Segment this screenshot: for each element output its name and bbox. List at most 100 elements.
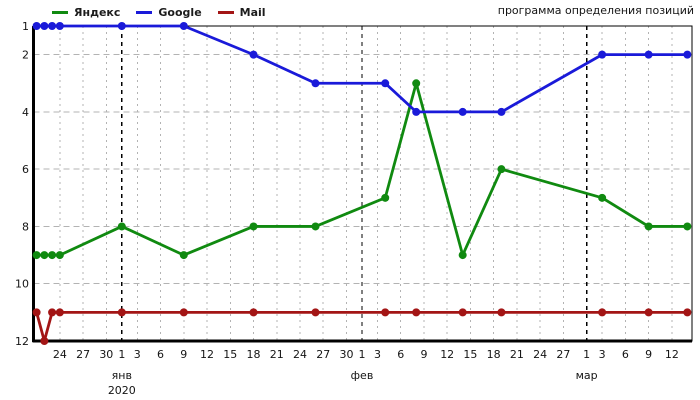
- x-tick-label: 9: [180, 348, 187, 361]
- data-point-yandex: [458, 251, 467, 260]
- legend-swatch-google: [136, 11, 153, 14]
- x-gridlines: [59, 26, 673, 341]
- data-point-yandex: [48, 251, 57, 260]
- data-point-google: [311, 79, 320, 88]
- data-point-google: [412, 107, 421, 116]
- data-point-google: [40, 22, 49, 30]
- data-point-mail: [683, 308, 692, 317]
- data-point-yandex: [32, 251, 41, 260]
- legend-item-mail[interactable]: Mail: [217, 6, 266, 19]
- data-point-google: [683, 50, 692, 59]
- x-tick-label: 30: [339, 348, 353, 361]
- data-point-mail: [48, 308, 57, 317]
- data-point-yandex: [644, 222, 653, 231]
- data-point-yandex: [381, 193, 390, 202]
- x-year-label: 2020: [108, 384, 136, 397]
- legend-swatch-mail: [217, 11, 234, 14]
- x-tick-label: 6: [157, 348, 164, 361]
- h-gridlines: [33, 54, 692, 285]
- x-tick-label: 24: [53, 348, 67, 361]
- data-point-mail: [497, 308, 506, 317]
- x-tick-label: 12: [665, 348, 679, 361]
- chart-title: программа определения позиций: [497, 4, 694, 17]
- x-tick-label: 1: [583, 348, 590, 361]
- data-point-yandex: [598, 193, 607, 202]
- x-tick-label: 3: [374, 348, 381, 361]
- x-tick-label: 27: [556, 348, 570, 361]
- x-tick-label: 27: [76, 348, 90, 361]
- x-month-label: янв: [112, 369, 132, 382]
- data-point-yandex: [311, 222, 320, 231]
- x-tick-label: 21: [510, 348, 524, 361]
- x-tick-label: 30: [99, 348, 113, 361]
- y-tick-label: 8: [22, 220, 29, 233]
- data-point-yandex: [55, 251, 64, 260]
- x-tick-label: 27: [316, 348, 330, 361]
- y-tick-label: 1: [22, 20, 29, 33]
- data-point-mail: [458, 308, 467, 317]
- data-point-mail: [179, 308, 188, 317]
- x-tick-label: 3: [134, 348, 141, 361]
- data-point-yandex: [412, 79, 421, 88]
- series-yandex: [32, 79, 692, 260]
- data-point-mail: [311, 308, 320, 317]
- data-point-yandex: [683, 222, 692, 231]
- x-tick-label: 15: [223, 348, 237, 361]
- series-google: [32, 22, 692, 116]
- data-point-mail: [55, 308, 64, 317]
- data-point-google: [458, 107, 467, 116]
- y-tick-label: 10: [15, 278, 29, 291]
- legend-item-google[interactable]: Google: [136, 6, 202, 19]
- data-point-google: [48, 22, 57, 30]
- data-point-google: [497, 107, 506, 116]
- x-tick-label: 6: [622, 348, 629, 361]
- data-point-mail: [644, 308, 653, 317]
- data-point-yandex: [249, 222, 258, 231]
- x-tick-label: 9: [645, 348, 652, 361]
- x-tick-label: 6: [397, 348, 404, 361]
- x-tick-label: 12: [200, 348, 214, 361]
- x-tick-label: 21: [270, 348, 284, 361]
- data-point-mail: [117, 308, 126, 317]
- legend-item-yandex[interactable]: Яндекс: [52, 7, 120, 18]
- x-tick-label: 1: [118, 348, 125, 361]
- x-month-label: фев: [351, 369, 374, 382]
- data-point-yandex: [117, 222, 126, 231]
- legend-label-google: Google: [158, 6, 202, 19]
- x-tick-label: 18: [487, 348, 501, 361]
- x-month-label: мар: [576, 369, 598, 382]
- y-tick-label: 4: [22, 106, 29, 119]
- y-tick-label: 2: [22, 49, 29, 62]
- data-point-mail: [381, 308, 390, 317]
- data-point-mail: [412, 308, 421, 317]
- legend-label-mail: Mail: [239, 6, 266, 19]
- data-point-google: [644, 50, 653, 59]
- x-tick-label: 15: [463, 348, 477, 361]
- data-point-google: [117, 22, 126, 30]
- data-point-google: [381, 79, 390, 88]
- x-tick-label: 9: [420, 348, 427, 361]
- y-tick-label: 12: [15, 335, 29, 348]
- data-point-google: [32, 22, 41, 30]
- data-point-mail: [598, 308, 607, 317]
- y-tick-label: 6: [22, 163, 29, 176]
- data-point-yandex: [40, 251, 49, 260]
- x-tick-label: 3: [599, 348, 606, 361]
- x-tick-label: 1: [358, 348, 365, 361]
- x-tick-label: 18: [247, 348, 261, 361]
- data-point-yandex: [497, 165, 506, 174]
- data-point-yandex: [179, 251, 188, 260]
- x-tick-label: 24: [533, 348, 547, 361]
- legend-swatch-yandex: [52, 11, 68, 14]
- data-point-mail: [249, 308, 258, 317]
- data-point-google: [598, 50, 607, 59]
- chart-legend: Яндекс Google Mail: [52, 7, 266, 18]
- x-tick-label: 12: [440, 348, 454, 361]
- series-mail: [32, 308, 692, 345]
- data-point-google: [179, 22, 188, 30]
- legend-label-yandex: Яндекс: [74, 6, 121, 19]
